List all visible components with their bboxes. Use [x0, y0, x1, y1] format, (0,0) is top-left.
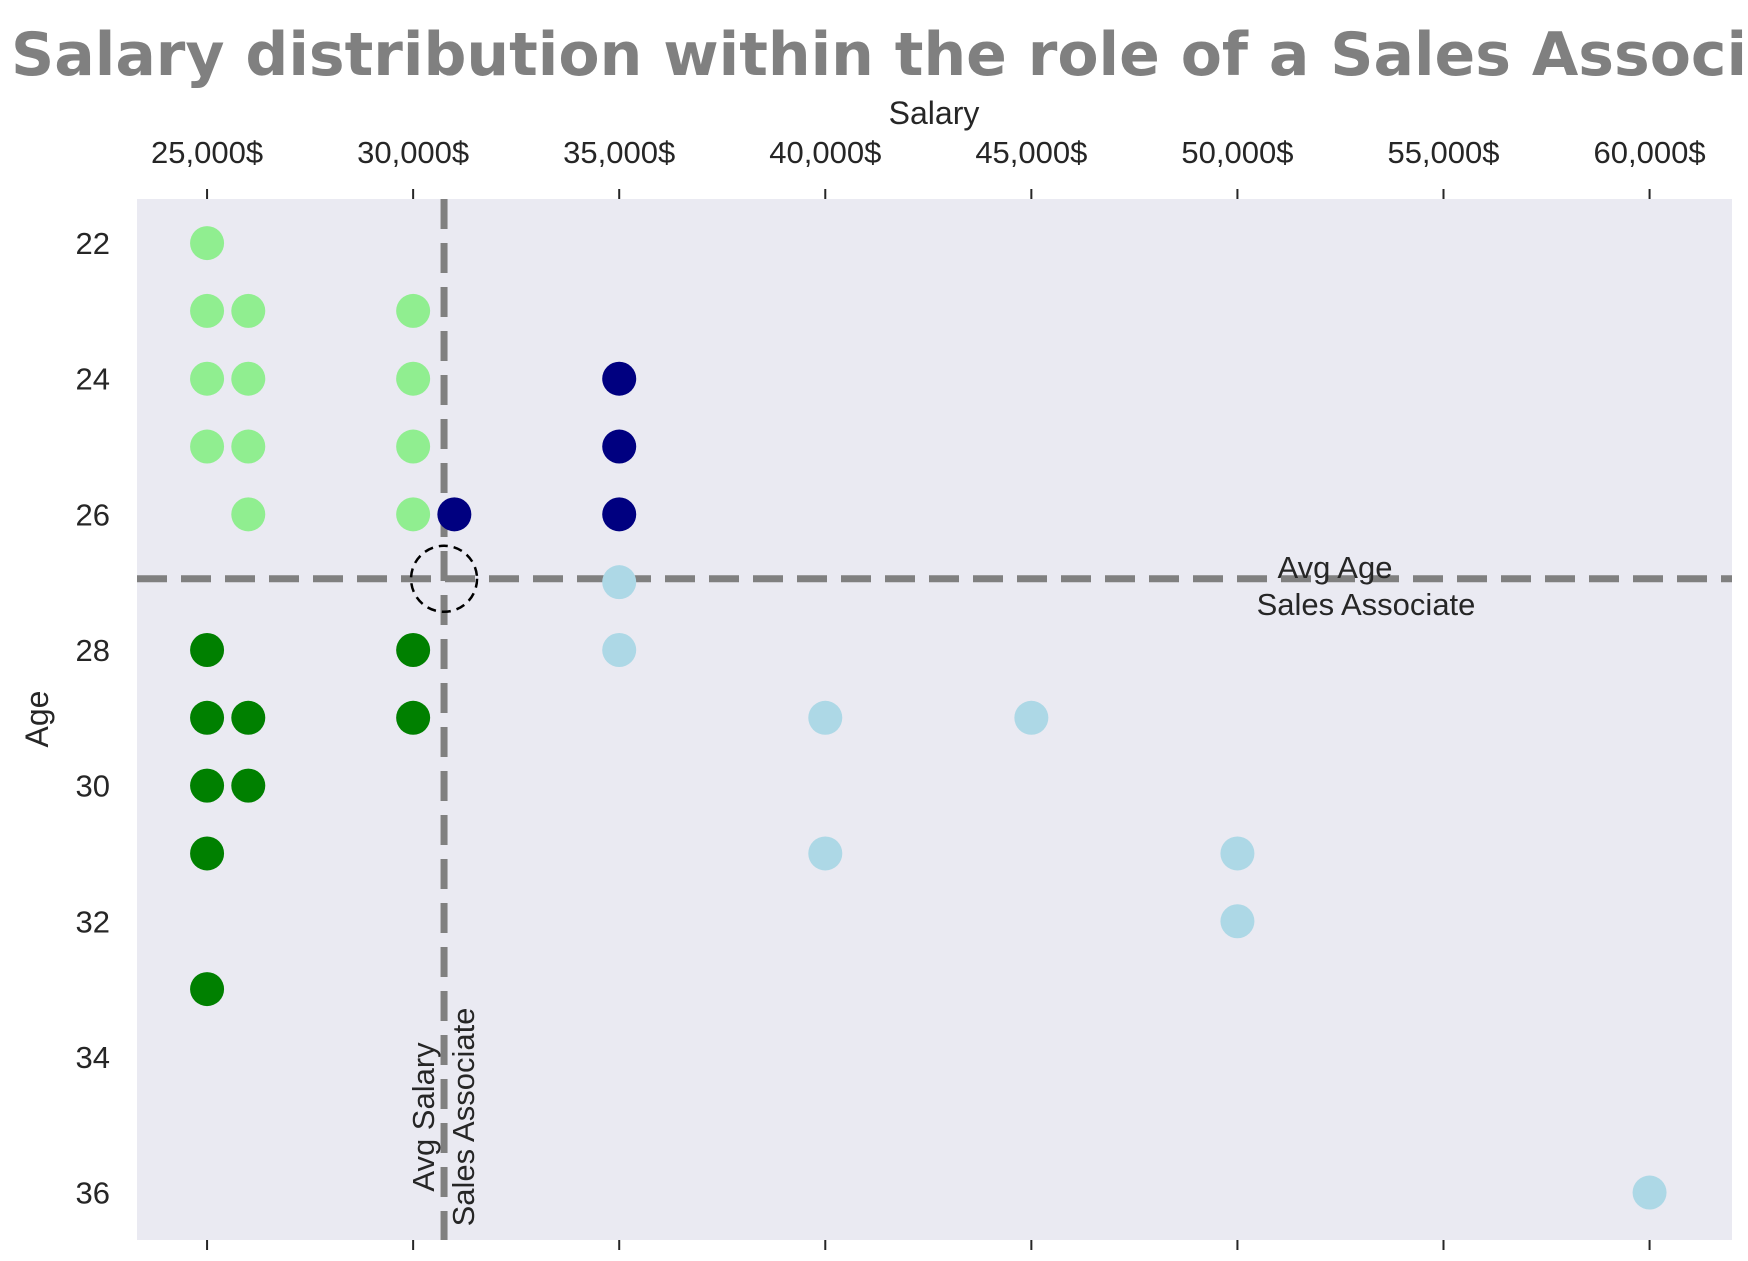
x-tick-label: 25,000$ [151, 135, 263, 170]
scatter-point [602, 429, 637, 464]
scatter-point [1220, 836, 1255, 871]
scatter-point [437, 497, 472, 532]
scatter-point [396, 497, 431, 532]
scatter-point [231, 293, 266, 328]
x-tick-label: 40,000$ [769, 135, 881, 170]
scatter-point [231, 429, 266, 464]
x-tick-label: 55,000$ [1387, 135, 1499, 170]
scatter-point [808, 836, 843, 871]
y-tick-label: 30 [76, 769, 110, 804]
y-tick-label: 22 [76, 226, 110, 261]
scatter-point [396, 632, 431, 667]
plot-area [137, 199, 1732, 1240]
scatter-point [602, 497, 637, 532]
avg-salary-annotation: Avg Salary Sales Associate [406, 1008, 481, 1227]
scatter-point [396, 700, 431, 735]
chart-title: Salary distribution within the role of a… [11, 20, 1748, 90]
y-tick-label: 24 [76, 362, 110, 397]
x-tick-label: 45,000$ [975, 135, 1087, 170]
y-tick-label: 32 [76, 904, 110, 939]
scatter-point [231, 361, 266, 396]
scatter-point [396, 429, 431, 464]
y-tick-label: 26 [76, 497, 110, 532]
scatter-point [231, 768, 266, 803]
scatter-point [231, 497, 266, 532]
scatter-point [1014, 700, 1049, 735]
y-tick-label: 34 [76, 1040, 110, 1075]
annotations: Avg Salary Sales Associate Avg Age Sales As… [406, 544, 1476, 1227]
x-tick-label: 50,000$ [1181, 135, 1293, 170]
scatter-point [190, 361, 225, 396]
y-axis-ticks: 22 24 26 28 30 32 34 36 [76, 226, 110, 1210]
scatter-point [808, 700, 843, 735]
x-axis-ticks: 25,000$ 30,000$ 35,000$ 40,000$ 45,000$ 50,00… [151, 135, 1706, 1250]
scatter-point [190, 972, 225, 1007]
x-axis-label: Salary [889, 95, 980, 131]
scatter-point [1632, 1175, 1667, 1210]
y-tick-label: 28 [76, 633, 110, 668]
x-tick-label: 30,000$ [357, 135, 469, 170]
scatter-point [602, 361, 637, 396]
scatter-point [396, 361, 431, 396]
scatter-point [602, 565, 637, 600]
scatter-point [602, 632, 637, 667]
scatter-point [190, 429, 225, 464]
y-axis-label: Age [19, 691, 55, 748]
x-tick-label: 35,000$ [563, 135, 675, 170]
scatter-point [231, 700, 266, 735]
scatter-point [190, 836, 225, 871]
scatter-point [190, 293, 225, 328]
x-tick-label: 60,000$ [1594, 135, 1706, 170]
y-tick-label: 36 [76, 1176, 110, 1211]
scatter-point [190, 632, 225, 667]
scatter-point [190, 768, 225, 803]
scatter-point [396, 293, 431, 328]
reference-lines [137, 199, 1732, 1240]
avg-age-annotation: Avg Age Sales Associate [1257, 550, 1476, 622]
scatter-point [190, 700, 225, 735]
intersection-highlight-circle [409, 544, 479, 614]
data-points [190, 226, 1667, 1210]
scatter-point [1220, 904, 1255, 939]
scatter-point [190, 226, 225, 261]
